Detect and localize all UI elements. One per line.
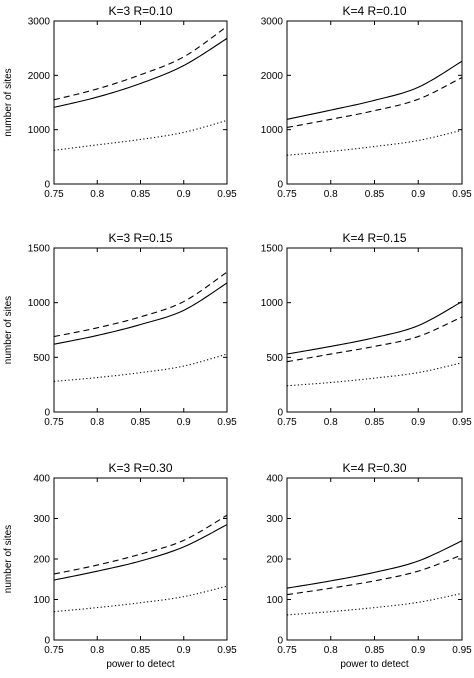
series-line-dashed	[53, 514, 228, 575]
x-tick-label: 0.75	[277, 645, 297, 656]
x-tick-label: 0.85	[365, 189, 385, 200]
x-tick-label: 0.95	[217, 645, 237, 656]
series-line-solid	[53, 37, 228, 108]
series-line-solid	[53, 282, 228, 345]
x-tick-label: 0.9	[411, 417, 425, 428]
x-tick-label: 0.95	[452, 645, 472, 656]
y-tick-label: 1000	[261, 125, 284, 136]
x-tick-label: 0.75	[277, 417, 297, 428]
series-line-solid	[286, 60, 463, 120]
series-line-dotted	[53, 353, 228, 382]
plot-area-frame	[53, 247, 228, 413]
chart-panel-5: K=3 R=0.30 0.75 0.8 0.85 0.9 0.95 0 100 200 300 40…	[3, 461, 237, 670]
series-line-dashed	[286, 77, 463, 129]
plot-area-frame	[53, 20, 228, 185]
y-tick-label: 1000	[28, 298, 51, 309]
chart-panel-3: K=3 R=0.15 0.75 0.8 0.85 0.9 0.95 0 500 1000 1500…	[3, 231, 237, 428]
x-tick-label: 0.75	[44, 417, 64, 428]
x-tick-label: 0.95	[452, 189, 472, 200]
y-tick-label: 300	[33, 514, 50, 525]
x-axis-label: power to detect	[106, 659, 175, 670]
series-line-dotted	[53, 119, 228, 151]
chart-panel-2: K=4 R=0.10 0.75 0.8 0.85 0.9 0.95 0 1000 2000 300…	[261, 4, 472, 200]
y-tick-label: 0	[277, 636, 283, 647]
y-tick-label: 1000	[28, 125, 51, 136]
x-tick-label: 0.95	[452, 417, 472, 428]
x-tick-label: 0.95	[217, 417, 237, 428]
x-tick-label: 0.85	[131, 645, 151, 656]
x-tick-label: 0.8	[90, 645, 104, 656]
x-tick-label: 0.85	[365, 645, 385, 656]
x-tick-label: 0.75	[44, 189, 64, 200]
y-tick-label: 1500	[28, 244, 51, 255]
chart-title: K=4 R=0.10	[342, 4, 406, 18]
x-tick-label: 0.85	[365, 417, 385, 428]
y-tick-label: 400	[266, 474, 283, 485]
x-tick-label: 0.8	[90, 189, 104, 200]
y-axis-label: number of sites	[3, 525, 14, 593]
series-line-dotted	[286, 129, 463, 156]
x-tick-label: 0.9	[177, 189, 191, 200]
y-tick-label: 2000	[28, 71, 51, 82]
y-tick-label: 3000	[28, 17, 51, 28]
chart-title: K=3 R=0.30	[108, 461, 172, 475]
y-tick-label: 500	[266, 353, 283, 364]
chart-title: K=4 R=0.15	[342, 231, 406, 245]
chart-title: K=4 R=0.30	[342, 461, 406, 475]
y-tick-label: 500	[33, 353, 50, 364]
series-line-dashed	[286, 316, 463, 363]
chart-title: K=3 R=0.15	[108, 231, 172, 245]
y-tick-label: 3000	[261, 17, 284, 28]
x-tick-label: 0.9	[177, 417, 191, 428]
x-tick-label: 0.85	[131, 417, 151, 428]
series-line-dotted	[53, 585, 228, 613]
y-tick-label: 400	[33, 474, 50, 485]
y-tick-label: 100	[33, 595, 50, 606]
y-tick-label: 0	[44, 180, 50, 191]
chart-panel-6: K=4 R=0.30 0.75 0.8 0.85 0.9 0.95 0 100 200 300 40…	[266, 461, 472, 670]
x-tick-label: 0.9	[411, 189, 425, 200]
series-line-dashed	[53, 271, 228, 338]
y-tick-label: 2000	[261, 71, 284, 82]
y-axis-label: number of sites	[3, 296, 14, 364]
plot-area-frame	[286, 477, 463, 641]
x-tick-label: 0.9	[411, 645, 425, 656]
y-tick-label: 1000	[261, 298, 284, 309]
plot-area-frame	[286, 20, 463, 185]
plot-area-frame	[53, 477, 228, 641]
x-tick-label: 0.9	[177, 645, 191, 656]
chart-panel-4: K=4 R=0.15 0.75 0.8 0.85 0.9 0.95 0 500 1000 1500	[261, 231, 472, 428]
y-tick-label: 200	[266, 555, 283, 566]
series-line-dotted	[286, 362, 463, 387]
series-line-dashed	[53, 25, 228, 101]
x-tick-label: 0.95	[217, 189, 237, 200]
y-tick-label: 0	[277, 408, 283, 419]
series-line-dashed	[286, 554, 463, 596]
y-tick-label: 0	[44, 408, 50, 419]
series-line-solid	[286, 540, 463, 589]
y-tick-label: 1500	[261, 244, 284, 255]
y-tick-label: 0	[277, 180, 283, 191]
x-axis-label: power to detect	[340, 659, 409, 670]
x-tick-label: 0.85	[131, 189, 151, 200]
chart-panel-1: K=3 R=0.10 0.75 0.8 0.85 0.9 0.95 0 1000 2000 300…	[3, 4, 237, 200]
x-tick-label: 0.8	[324, 189, 338, 200]
y-tick-label: 0	[44, 636, 50, 647]
y-tick-label: 200	[33, 555, 50, 566]
x-tick-label: 0.8	[324, 417, 338, 428]
x-tick-label: 0.75	[44, 645, 64, 656]
x-tick-label: 0.75	[277, 189, 297, 200]
x-tick-label: 0.8	[324, 645, 338, 656]
y-axis-label: number of sites	[3, 68, 14, 136]
series-line-solid	[286, 301, 463, 355]
y-tick-label: 100	[266, 595, 283, 606]
series-line-solid	[53, 524, 228, 581]
x-tick-label: 0.8	[90, 417, 104, 428]
chart-title: K=3 R=0.10	[108, 4, 172, 18]
y-tick-label: 300	[266, 514, 283, 525]
series-line-dotted	[286, 592, 463, 616]
